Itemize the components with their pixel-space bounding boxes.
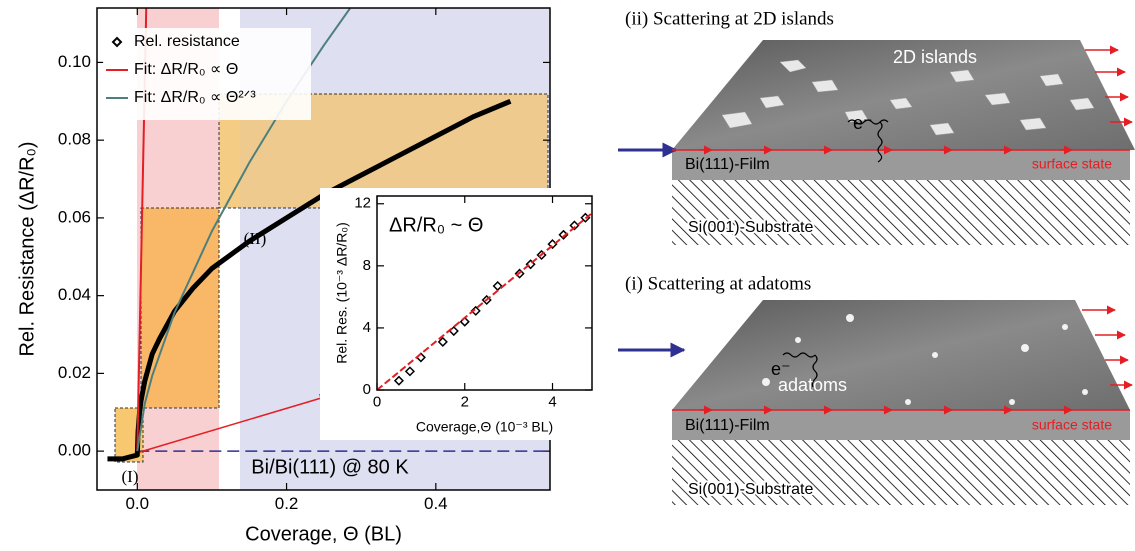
state-label: surface state (1032, 156, 1112, 172)
panel-title: (i) Scattering at adatoms (625, 273, 811, 294)
legend-label: Fit: ΔR/R₀ ∝ Θ²ᐟ³ (134, 89, 256, 106)
film-label: Bi(111)-Film (685, 417, 770, 434)
y-tick-label: 0.00 (58, 441, 91, 460)
y-tick-label: 8 (363, 257, 371, 274)
legend-label: Fit: ΔR/R₀ ∝ Θ (134, 61, 238, 78)
legend: Rel. resistance Fit: ΔR/R₀ ∝ Θ Fit: ΔR/R₀ … (103, 28, 311, 120)
substrate-label: Si(001)-Substrate (688, 219, 813, 236)
panel-bottom (618, 300, 1132, 505)
figure: 0.00 0.02 0.04 0.06 0.08 0.10 0.0 0.2 0.4 Coverag… (0, 0, 1135, 551)
y-tick-label: 0.06 (58, 207, 91, 226)
substrate-label: Si(001)-Substrate (688, 481, 813, 498)
electron-label: e⁻ (853, 113, 873, 133)
film-label: Bi(111)-Film (685, 156, 770, 173)
y-tick-label: 0 (363, 381, 371, 398)
y-tick-label: 0.04 (58, 285, 91, 304)
annotation: (I) (122, 467, 139, 486)
x-axis-label: Coverage,Θ (10⁻³ BL) (416, 419, 553, 435)
x-tick-label: 0.4 (424, 494, 448, 513)
x-tick-label: 4 (548, 394, 556, 411)
x-axis-label: Coverage, Θ (BL) (245, 523, 402, 545)
state-label: surface state (1032, 417, 1112, 433)
feature-label: 2D islands (893, 47, 977, 67)
electron-label: e⁻ (771, 359, 791, 379)
x-tick-label: 2 (461, 394, 469, 411)
y-axis-label: Rel. Res. (10⁻³ ΔR/R₀) (334, 222, 350, 364)
y-tick-label: 0.10 (58, 52, 91, 71)
y-tick-label: 12 (354, 195, 371, 212)
x-tick-label: 0.0 (125, 494, 149, 513)
y-tick-label: 4 (363, 319, 371, 336)
inset-title: ΔR/R₀ ~ Θ (389, 214, 483, 236)
x-tick-label: 0.2 (275, 494, 299, 513)
panel-top (618, 40, 1135, 245)
panel-title: (ii) Scattering at 2D islands (625, 8, 834, 29)
y-tick-label: 0.08 (58, 130, 91, 149)
surface (672, 300, 1130, 410)
annotation: Bi/Bi(111) @ 80 K (251, 456, 409, 478)
y-axis-label: Rel. Resistance (ΔR/R₀) (16, 141, 38, 356)
page: {"chart_data": [ {"type": "line", "x_lab… (0, 0, 1135, 551)
x-tick-label: 0 (373, 394, 381, 411)
y-tick-label: 0.02 (58, 363, 91, 382)
annotation: (II) (244, 229, 267, 248)
legend-label: Rel. resistance (134, 33, 240, 50)
